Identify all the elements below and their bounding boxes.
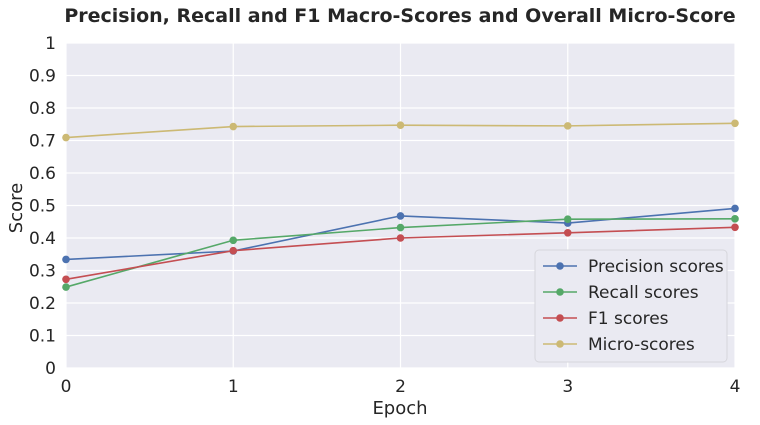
legend-marker	[556, 288, 564, 296]
data-point	[229, 246, 238, 255]
legend-marker	[556, 340, 564, 348]
x-tick-label: 3	[562, 377, 573, 397]
data-point	[62, 275, 70, 284]
chart-title: Precision, Recall and F1 Macro-Scores an…	[64, 5, 735, 27]
data-point	[62, 283, 70, 291]
legend-label: F1 scores	[588, 309, 669, 329]
legend-label: Precision scores	[588, 257, 724, 277]
x-tick-label: 0	[61, 377, 72, 397]
data-point	[62, 255, 70, 264]
legend-marker	[556, 262, 564, 270]
data-point	[62, 133, 70, 142]
data-point	[563, 229, 572, 237]
x-tick-label: 2	[395, 377, 406, 397]
y-tick-label: 0	[45, 359, 56, 379]
legend-label: Micro-scores	[588, 335, 695, 355]
series-f1-scores	[62, 223, 739, 284]
y-tick-label: 0.7	[29, 132, 56, 152]
y-tick-label: 0.1	[29, 327, 56, 347]
series-micro-scores	[62, 119, 739, 142]
data-point	[563, 122, 572, 130]
data-point	[396, 212, 405, 220]
y-tick-label: 0.2	[29, 294, 56, 314]
x-tick-label: 1	[228, 377, 239, 397]
x-axis-ticks: 0 1 2 3 4	[61, 377, 741, 397]
y-tick-label: 0.3	[29, 262, 56, 282]
y-axis-ticks: 0 0.1 0.2 0.3 0.4 0.5 0.6 0.7 0.8 0.9 1	[29, 34, 56, 379]
y-tick-label: 1	[45, 34, 56, 54]
legend: Precision scores Recall scores F1 scores Mi…	[534, 249, 728, 363]
x-tick-label: 4	[730, 377, 741, 397]
y-tick-label: 0.9	[29, 67, 56, 87]
y-axis-label: Score	[6, 183, 27, 233]
y-tick-label: 0.5	[29, 197, 56, 217]
data-point	[731, 215, 739, 223]
data-point	[396, 223, 405, 232]
legend-item: F1 scores	[543, 309, 669, 329]
series-recall-scores	[62, 215, 739, 291]
legend-item: Recall scores	[543, 283, 699, 303]
legend-item: Precision scores	[543, 257, 724, 277]
y-tick-label: 0.8	[29, 99, 56, 119]
data-point	[229, 122, 238, 131]
data-point	[731, 119, 739, 128]
data-point	[396, 234, 405, 242]
grid-lines	[65, 42, 736, 369]
y-tick-label: 0.4	[29, 229, 56, 249]
data-point	[563, 215, 572, 223]
data-point	[229, 236, 238, 245]
data-point	[731, 204, 739, 213]
legend-marker	[556, 314, 564, 322]
legend-box	[534, 249, 728, 363]
x-axis-label: Epoch	[372, 398, 427, 419]
series-group	[62, 119, 739, 291]
legend-label: Recall scores	[588, 283, 699, 303]
data-point	[731, 223, 739, 232]
y-tick-label: 0.6	[29, 164, 56, 184]
data-point	[396, 121, 405, 130]
legend-item: Micro-scores	[543, 335, 695, 355]
